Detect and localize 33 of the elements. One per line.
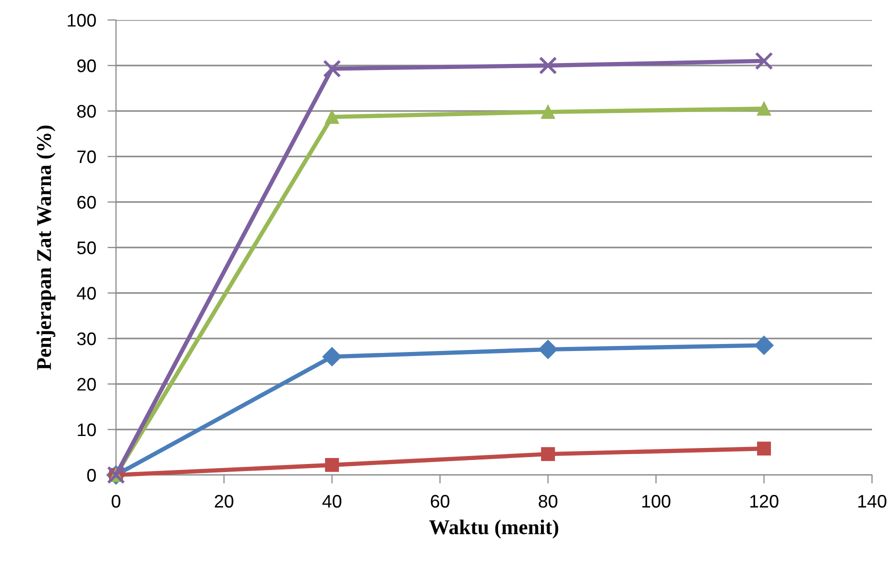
y-axis-title: Penjerapan Zat Warna (%) bbox=[36, 126, 56, 370]
y-tick-label: 50 bbox=[77, 241, 96, 254]
x-tick-label: 60 bbox=[430, 494, 450, 508]
y-tick-label: 20 bbox=[77, 378, 96, 391]
y-tick-label: 100 bbox=[68, 14, 96, 27]
point bbox=[757, 442, 771, 456]
x-tick-label: 20 bbox=[214, 494, 234, 508]
x-tick-label: 80 bbox=[538, 494, 558, 508]
x-tick-label: 140 bbox=[858, 494, 886, 508]
point bbox=[541, 447, 555, 462]
point bbox=[754, 52, 774, 70]
point bbox=[322, 60, 342, 78]
y-tick-label: 10 bbox=[78, 423, 96, 436]
y-tick-label: 40 bbox=[76, 286, 96, 300]
y-tick-label: 80 bbox=[77, 104, 96, 118]
x-tick-label: 40 bbox=[322, 494, 342, 508]
point bbox=[754, 336, 774, 355]
point bbox=[322, 347, 342, 366]
y-tick-label: 70 bbox=[77, 150, 96, 164]
x-tick-label: 120 bbox=[750, 494, 778, 508]
point bbox=[541, 104, 555, 119]
point bbox=[325, 110, 339, 124]
y-tick-label: 60 bbox=[77, 196, 96, 209]
x-tick-label: 100 bbox=[642, 494, 670, 508]
y-tick-label: 30 bbox=[77, 332, 96, 346]
x-axis-title: Waktu (menit) bbox=[429, 520, 558, 538]
point bbox=[538, 340, 558, 359]
y-tick-label: 0 bbox=[87, 468, 96, 482]
point bbox=[325, 458, 339, 472]
point bbox=[538, 56, 558, 75]
y-tick-label: 90 bbox=[77, 59, 96, 72]
point bbox=[757, 102, 771, 116]
x-tick-label: 0 bbox=[112, 494, 120, 508]
